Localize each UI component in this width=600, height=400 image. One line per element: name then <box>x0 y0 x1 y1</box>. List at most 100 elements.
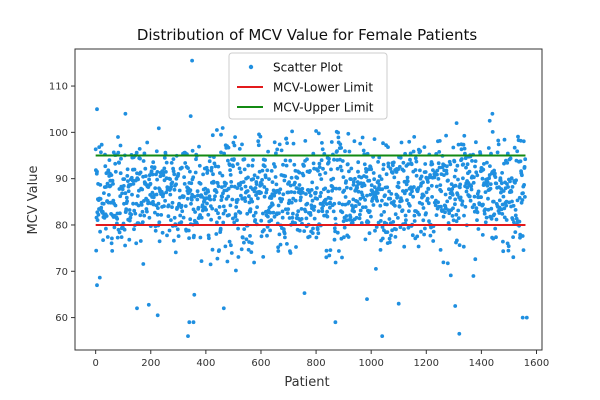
scatter-point <box>226 186 231 191</box>
scatter-point <box>364 169 369 174</box>
scatter-point <box>162 156 167 160</box>
scatter-point <box>386 161 391 166</box>
scatter-point <box>102 191 106 196</box>
scatter-point <box>123 191 128 196</box>
scatter-point <box>508 179 512 184</box>
scatter-point <box>497 211 502 215</box>
scatter-point <box>323 171 328 175</box>
scatter-point <box>148 181 153 186</box>
scatter-point <box>309 188 314 192</box>
scatter-point <box>213 194 217 199</box>
scatter-point <box>486 146 491 150</box>
scatter-point <box>409 162 414 167</box>
scatter-point <box>481 202 485 207</box>
scatter-point <box>405 198 409 203</box>
scatter-point <box>379 213 384 217</box>
x-tick-label: 1600 <box>524 358 549 369</box>
scatter-point <box>236 255 241 259</box>
scatter-point <box>292 162 297 167</box>
scatter-point <box>421 193 426 198</box>
scatter-point <box>428 233 433 238</box>
scatter-point <box>520 315 525 320</box>
scatter-point <box>298 198 303 203</box>
scatter-point <box>209 165 214 170</box>
scatter-point <box>210 133 215 138</box>
scatter-point <box>251 158 255 162</box>
scatter-point <box>324 202 329 206</box>
scatter-point <box>391 160 396 165</box>
scatter-point <box>273 164 277 169</box>
scatter-point <box>369 183 374 188</box>
scatter-point <box>369 167 374 172</box>
scatter-point <box>214 232 219 236</box>
x-axis-label: Patient <box>284 375 329 390</box>
scatter-point <box>288 158 293 163</box>
scatter-point <box>401 160 406 165</box>
scatter-point <box>358 196 363 201</box>
scatter-point <box>286 190 291 195</box>
scatter-point <box>294 245 298 249</box>
scatter-point <box>332 157 336 162</box>
scatter-point <box>421 218 426 223</box>
scatter-point <box>310 198 315 203</box>
scatter-point <box>516 134 520 139</box>
scatter-point <box>517 195 522 200</box>
scatter-point <box>414 173 419 178</box>
scatter-point <box>208 262 213 267</box>
scatter-point <box>204 207 209 212</box>
scatter-point <box>128 215 133 220</box>
scatter-point <box>113 161 118 166</box>
scatter-point <box>206 233 211 238</box>
scatter-point <box>171 169 176 174</box>
scatter-point <box>274 182 279 187</box>
scatter-point <box>436 161 441 166</box>
scatter-point <box>235 162 240 166</box>
scatter-point <box>155 212 160 217</box>
scatter-point <box>200 203 205 208</box>
scatter-point <box>372 177 377 182</box>
scatter-point <box>361 195 366 200</box>
scatter-point <box>362 162 367 167</box>
scatter-point <box>453 168 458 173</box>
scatter-point <box>219 198 224 203</box>
scatter-point <box>179 220 184 225</box>
scatter-point <box>138 170 143 175</box>
scatter-point <box>335 166 340 171</box>
scatter-point <box>157 220 162 225</box>
scatter-point <box>435 172 439 177</box>
scatter-point <box>259 190 263 195</box>
scatter-point <box>453 304 458 308</box>
scatter-point <box>461 244 466 249</box>
scatter-point <box>476 189 481 194</box>
scatter-point <box>274 151 278 156</box>
scatter-point <box>335 230 340 235</box>
scatter-point <box>107 193 111 197</box>
scatter-point <box>511 235 515 240</box>
scatter-point <box>406 162 410 167</box>
scatter-point <box>437 139 442 143</box>
scatter-point <box>227 163 232 168</box>
scatter-point <box>255 175 260 180</box>
scatter-point <box>450 214 455 218</box>
scatter-point <box>283 174 288 179</box>
y-tick-label: 90 <box>55 174 68 185</box>
scatter-point <box>256 143 261 148</box>
scatter-point <box>291 141 296 146</box>
scatter-point <box>444 133 448 138</box>
scatter-point <box>404 182 409 187</box>
legend-label-mcv-lower-limit: MCV-Lower Limit <box>273 81 373 95</box>
scatter-point <box>397 164 402 169</box>
scatter-point <box>277 211 281 216</box>
scatter-point <box>318 201 323 206</box>
scatter-point <box>111 198 116 203</box>
scatter-point <box>315 197 320 201</box>
scatter-point <box>446 221 451 225</box>
scatter-point <box>505 151 510 156</box>
scatter-point <box>229 243 233 248</box>
scatter-point <box>191 320 196 325</box>
legend-marker-scatter-plot <box>248 64 254 70</box>
scatter-point <box>454 212 459 217</box>
scatter-point <box>299 217 304 221</box>
scatter-point <box>328 196 333 201</box>
scatter-point <box>378 203 383 208</box>
